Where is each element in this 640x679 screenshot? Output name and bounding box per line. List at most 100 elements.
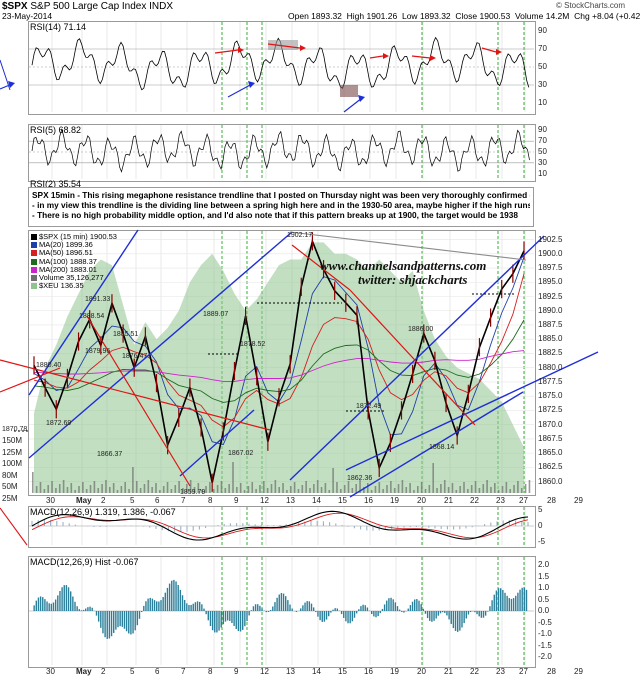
- blue-trendline: [289, 235, 545, 481]
- volume-bar: [93, 481, 96, 493]
- rsi14-tick-label: 30: [538, 80, 547, 89]
- rsi14-blue-arrow: [343, 97, 363, 113]
- legend-item: MA(200) 1883.01: [31, 265, 117, 274]
- volume-bar: [216, 485, 219, 493]
- volume-bar: [255, 489, 257, 493]
- macd-tick-label: -5: [538, 537, 546, 546]
- x-axis-label-bottom: 14: [312, 667, 321, 676]
- volume-bar: [128, 489, 130, 493]
- volume-bar: [232, 462, 234, 493]
- rsi14-zone-fill: [340, 85, 358, 97]
- volume-bar: [324, 483, 327, 493]
- x-axis-label-bottom: 2: [101, 667, 106, 676]
- x-axis-label-bottom: 13: [286, 667, 295, 676]
- x-axis-label: 20: [417, 496, 426, 505]
- volume-bar: [251, 482, 254, 493]
- volume-bar: [109, 487, 111, 493]
- legend-item: $SPX (15 min) 1900.53: [31, 232, 117, 241]
- index-name: S&P 500 Large Cap Index: [30, 1, 147, 12]
- volume-bar: [155, 483, 157, 493]
- price-tick-label: 1862.5: [538, 462, 563, 472]
- volume-bar: [316, 480, 319, 493]
- hist-tick-label: -1.5: [538, 640, 552, 650]
- volume-bar: [382, 489, 384, 493]
- x-axis-label: 5: [130, 496, 135, 505]
- x-axis-label-bottom: 21: [444, 667, 453, 676]
- rsi2-label: RSI(2) 35.54: [30, 179, 82, 189]
- rsi14-arrowhead: [300, 45, 306, 51]
- hist-tick-label: 2.0: [538, 560, 550, 569]
- volume-bar: [474, 481, 477, 493]
- volume-bar: [386, 485, 388, 493]
- rsi14-tick-label: 50: [538, 62, 547, 71]
- volume-bar: [378, 482, 381, 493]
- price-point-label: 1872.69: [46, 420, 72, 427]
- rsi14-arrowhead: [383, 53, 389, 59]
- price-point-label: 1876.47: [122, 353, 148, 360]
- volume-bar: [478, 488, 481, 493]
- volume-value: 14.2M: [545, 11, 570, 21]
- volume-bar: [517, 481, 519, 493]
- price-point-label: 1862.36: [347, 475, 373, 482]
- hist-tick-label: -0.5: [538, 617, 552, 627]
- blue-trendline: [179, 409, 255, 477]
- volume-tick-label: 80M: [2, 470, 18, 480]
- price-point-label: 1879.96: [85, 348, 111, 355]
- volume-bar: [405, 487, 408, 493]
- watermark-twitter: twitter: shjackcharts: [358, 272, 468, 287]
- volume-bar: [159, 490, 161, 493]
- x-axis-label-bottom: 19: [390, 667, 399, 676]
- x-axis-label-bottom: 6: [155, 667, 160, 676]
- rsi5-tick-label: 10: [538, 168, 547, 178]
- x-axis-label: 13: [286, 496, 295, 505]
- price-point-label: 1888.54: [79, 313, 105, 320]
- volume-bar: [289, 486, 292, 493]
- volume-bar: [47, 485, 49, 493]
- x-axis-label-bottom: 15: [338, 667, 347, 676]
- volume-bar: [85, 489, 88, 493]
- volume-bar: [105, 480, 107, 493]
- volume-bar: [35, 486, 38, 493]
- price-point-label: 1872.49: [356, 403, 382, 410]
- date-label: 23-May-2014: [2, 11, 53, 21]
- volume-bar: [62, 480, 65, 493]
- price-point-label: 1880.40: [36, 362, 62, 369]
- volume-bar: [135, 481, 138, 493]
- x-axis-label: 30: [46, 496, 55, 505]
- rsi5-tick-label: 90: [538, 125, 547, 135]
- volume-bar: [509, 489, 511, 493]
- volume-bar: [528, 480, 531, 493]
- x-axis-label-bottom: 22: [470, 667, 479, 676]
- volume-bar: [39, 482, 42, 493]
- volume-bar: [293, 482, 296, 493]
- x-axis-label: 27: [519, 496, 528, 505]
- x-axis-label-bottom: 23: [496, 667, 505, 676]
- volume-bar: [89, 485, 92, 493]
- volume-bar: [413, 490, 415, 493]
- rsi14-arrowhead: [8, 81, 15, 88]
- volume-bar: [428, 485, 431, 493]
- volume-bar: [470, 485, 473, 493]
- volume-bar: [447, 487, 450, 493]
- volume-bar: [266, 488, 269, 493]
- volume-bar: [124, 482, 126, 493]
- price-point-label: 1870.78: [2, 426, 28, 433]
- volume-bar: [520, 488, 523, 493]
- rsi14-tick-label: 90: [538, 26, 547, 35]
- price-tick-label: 1885.0: [538, 334, 563, 344]
- blue-trendline: [349, 391, 524, 498]
- x-axis-label: 6: [155, 496, 160, 505]
- volume-bar: [97, 488, 100, 493]
- volume-bar: [301, 485, 304, 493]
- volume-bar: [205, 486, 207, 493]
- volume-bar: [340, 489, 342, 493]
- x-axis-label: 2: [101, 496, 106, 505]
- volume-bar: [313, 484, 315, 493]
- price-point-label: 1867.02: [228, 450, 254, 457]
- volume-bar: [70, 483, 73, 493]
- price-point-label: 1885.51: [113, 331, 139, 338]
- volume-bar: [220, 481, 223, 493]
- x-axis-label-bottom: 12: [260, 667, 269, 676]
- volume-bar: [297, 489, 300, 493]
- volume-bar: [120, 486, 123, 493]
